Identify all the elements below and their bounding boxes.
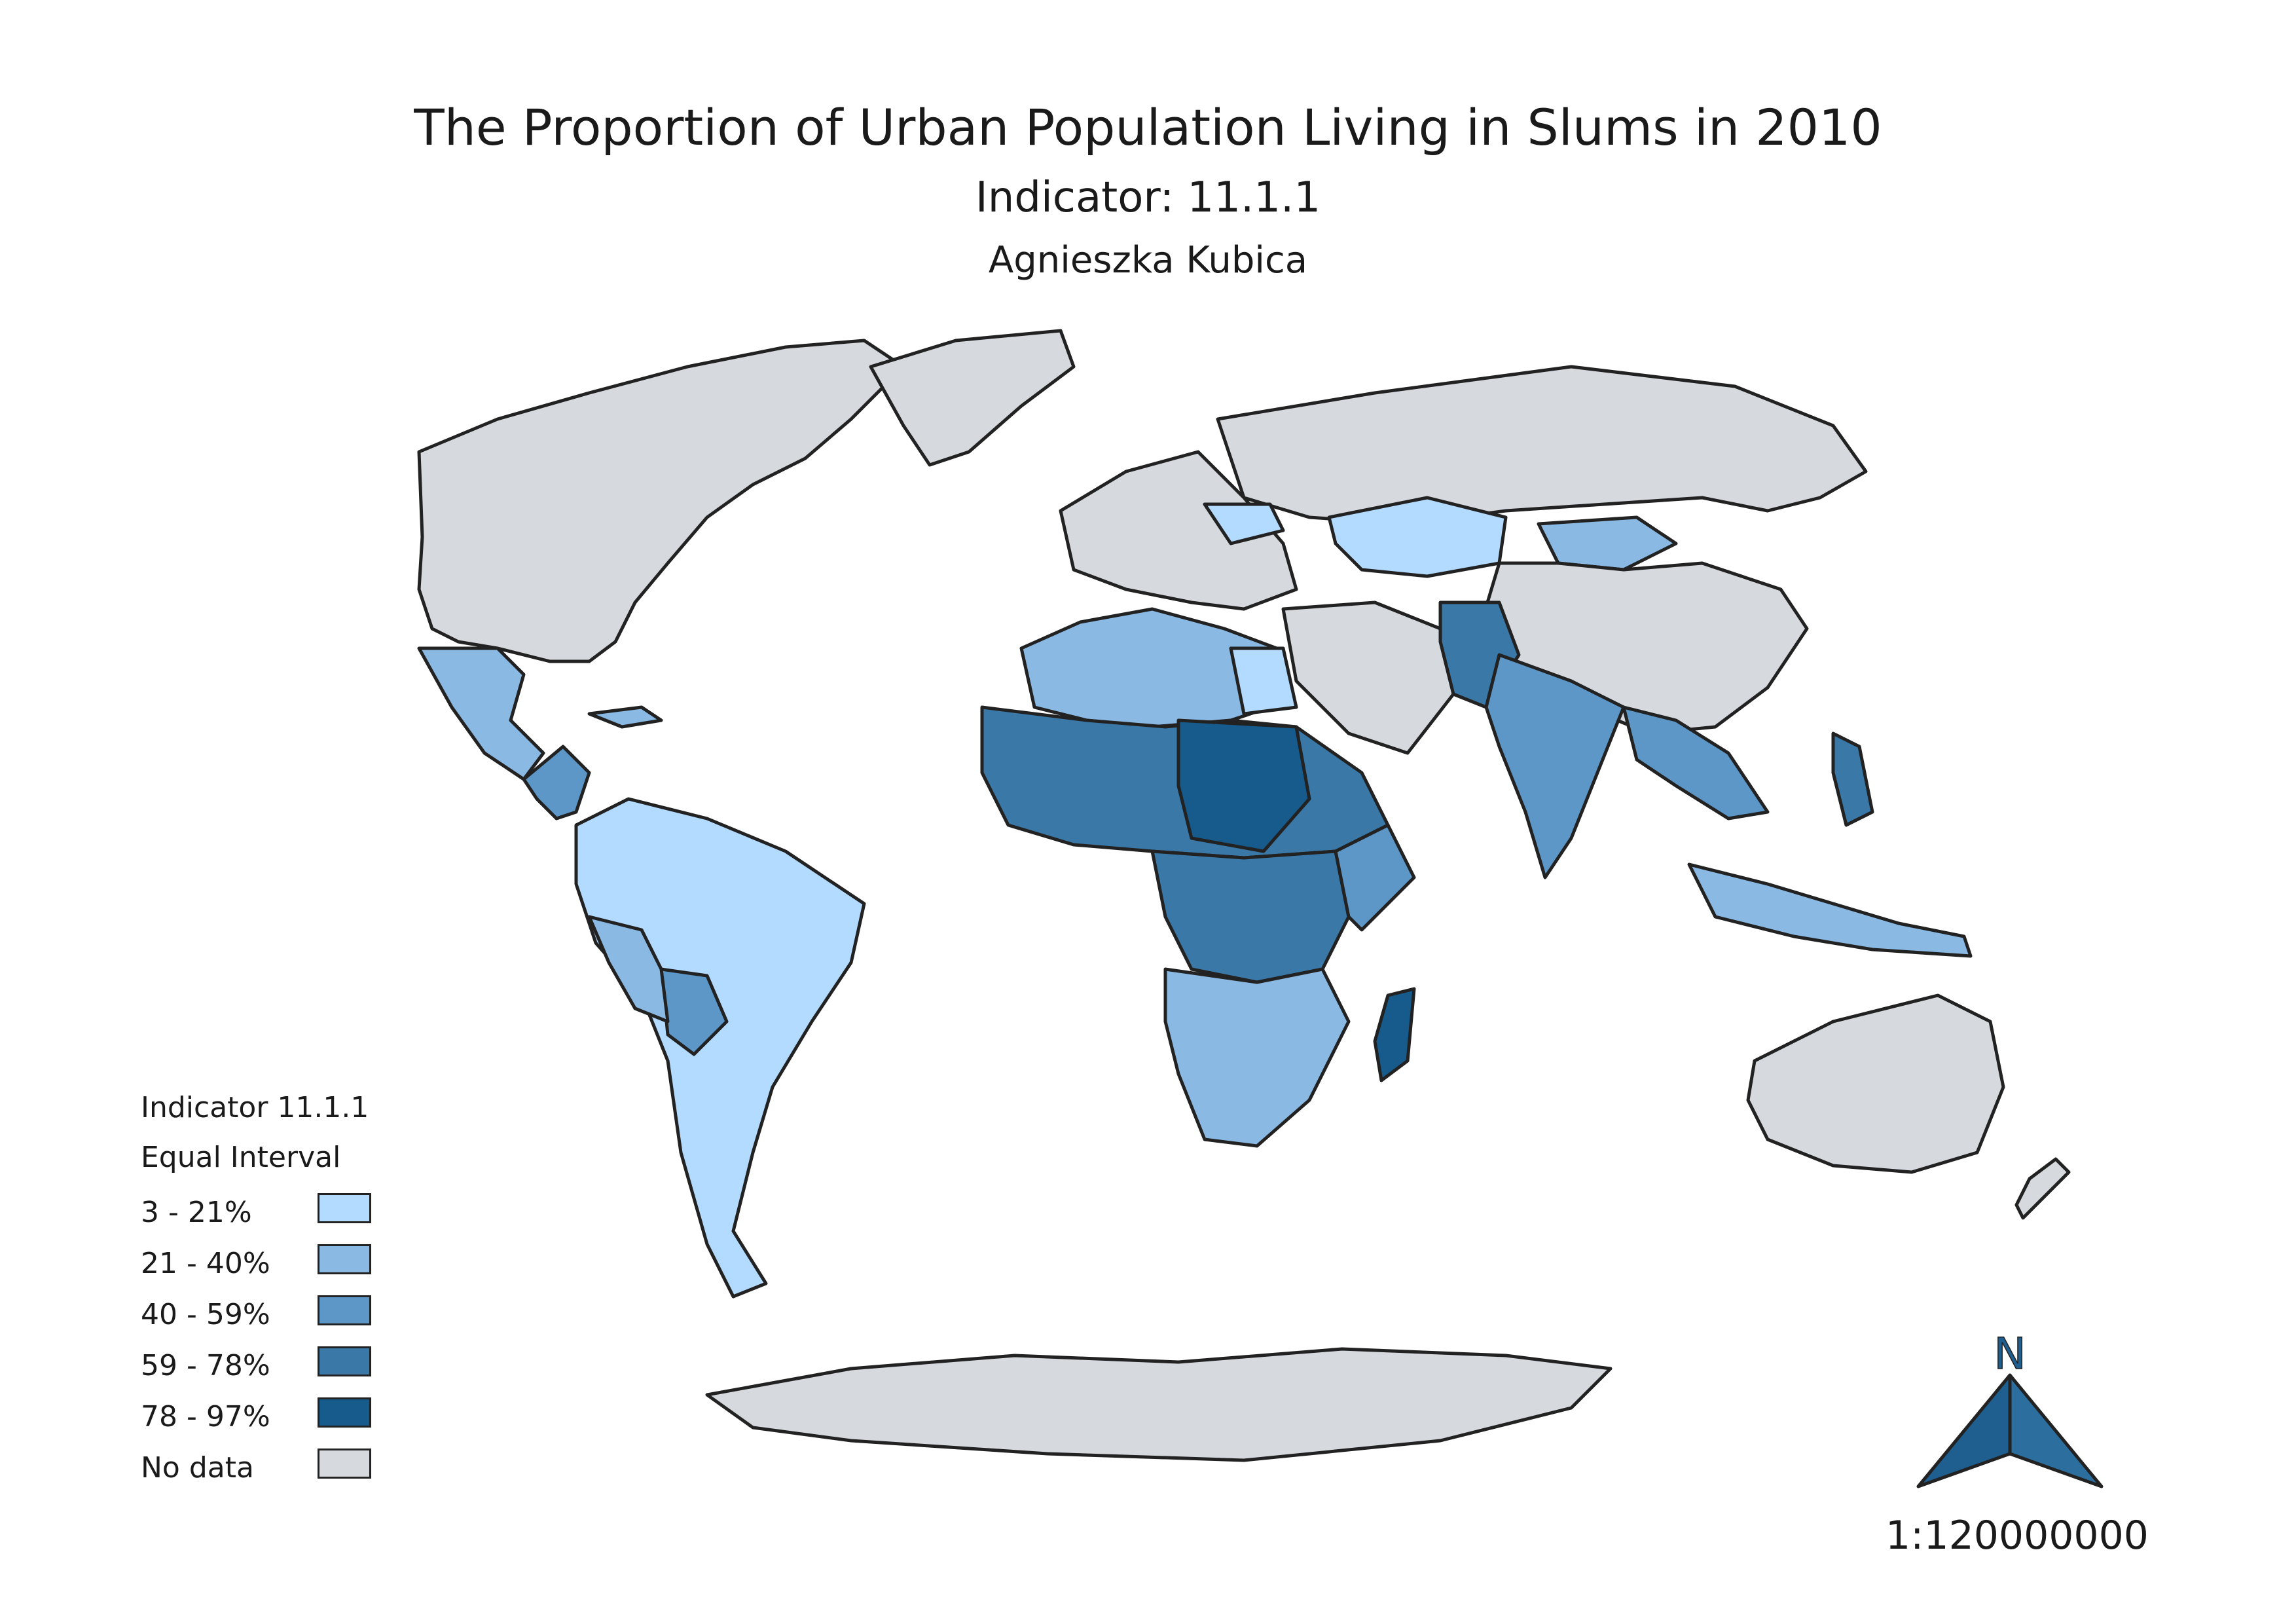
central-america-region [522, 745, 591, 821]
legend-item-label: 78 - 97% [141, 1400, 270, 1433]
central-africa-region [1150, 849, 1351, 984]
peru-region [587, 915, 670, 1024]
map-title: The Proportion of Urban Population Livin… [414, 98, 1882, 157]
legend-item: No data [141, 1449, 371, 1500]
north-america-landmass [417, 339, 905, 663]
kazakhstan-region [1327, 496, 1508, 578]
north-arrow-letter: N [1994, 1329, 2026, 1379]
indonesia-region [1687, 862, 1973, 958]
south-america-north-region [574, 797, 866, 1299]
legend-item-label: 59 - 78% [141, 1349, 270, 1382]
north-arrow-right-half [2008, 1373, 2104, 1488]
legend-item-label: 3 - 21% [141, 1196, 252, 1229]
legend-item: 78 - 97% [141, 1397, 371, 1449]
legend-heading-indicator: Indicator 11.1.1 [141, 1091, 369, 1124]
greenland-landmass [869, 329, 1076, 467]
madagascar-region [1373, 987, 1416, 1082]
sudan-chad-region [1176, 718, 1311, 853]
southeast-asia-region [1622, 705, 1770, 821]
legend-item: 40 - 59% [141, 1295, 371, 1346]
legend-heading-method: Equal Interval [141, 1141, 341, 1174]
legend-item-swatch [318, 1397, 371, 1428]
legend-item-swatch [318, 1193, 371, 1223]
legend: Indicator 11.1.1 Equal Interval 3 - 21% 2… [141, 1091, 371, 1500]
legend-item: 3 - 21% [141, 1193, 371, 1244]
north-arrow-left-half [1916, 1373, 2012, 1488]
legend-item-label: No data [141, 1451, 254, 1485]
legend-item: 59 - 78% [141, 1346, 371, 1397]
east-africa-region [1334, 823, 1416, 932]
ukraine-region [1203, 502, 1285, 545]
europe-region [1059, 450, 1298, 611]
egypt-libya-region [1229, 646, 1298, 716]
north-arrow: N [1916, 1329, 2104, 1488]
legend-items: 3 - 21% 21 - 40% 40 - 59% 59 - 78% 78 - 97% N… [141, 1193, 371, 1500]
legend-item-label: 40 - 59% [141, 1298, 270, 1331]
caribbean-islands [587, 705, 663, 729]
southern-africa-region [1163, 967, 1351, 1148]
legend-item-swatch [318, 1346, 371, 1376]
legend-item-swatch [318, 1449, 371, 1479]
russia-region [1216, 365, 1868, 526]
legend-item-swatch [318, 1244, 371, 1274]
mongolia-region [1537, 515, 1678, 572]
australia-landmass [1746, 993, 2005, 1174]
new-zealand-landmass [2014, 1157, 2071, 1220]
philippines-region [1831, 731, 1874, 827]
legend-item: 21 - 40% [141, 1244, 371, 1295]
legend-item-label: 21 - 40% [141, 1247, 270, 1280]
antarctica-landmass [705, 1347, 1613, 1462]
mexico-region [417, 646, 545, 781]
middle-east-region [1281, 600, 1455, 755]
map-subtitle: Indicator: 11.1.1 [975, 174, 1321, 222]
scale-text: 1:120000000 [1886, 1513, 2149, 1559]
legend-item-swatch [318, 1295, 371, 1325]
map-author: Agnieszka Kubica [988, 239, 1308, 282]
india-region [1484, 653, 1626, 879]
bolivia-region [659, 967, 729, 1056]
